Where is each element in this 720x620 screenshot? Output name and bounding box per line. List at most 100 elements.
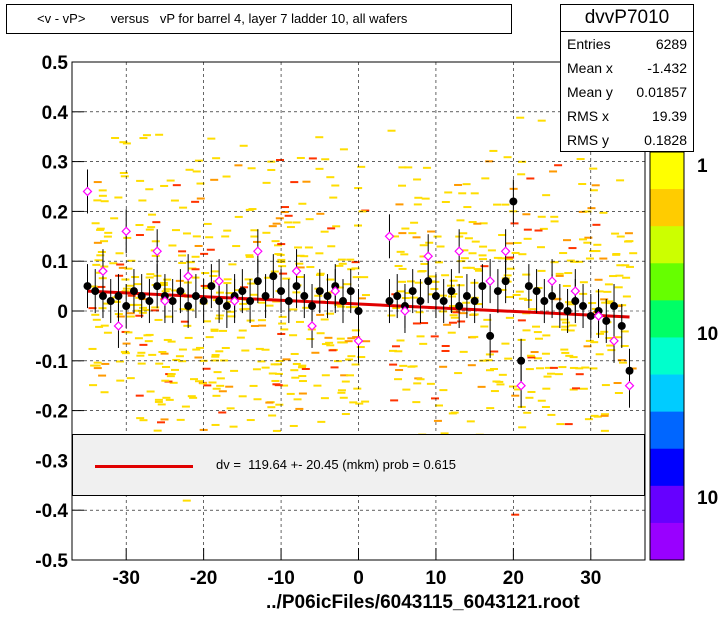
density-cell [458,192,467,195]
density-cell [474,303,483,306]
density-cell [420,262,429,265]
density-cell [528,308,537,311]
y-tick-label: 0.1 [42,252,69,273]
density-cell [129,303,138,306]
density-cell [466,266,475,269]
data-point-diamond [500,246,511,257]
density-cell [245,255,254,258]
stats-row-rms-x: RMS x 19.39 [561,104,693,128]
density-cell [444,191,453,194]
density-cell [613,382,622,385]
density-cell [394,264,403,267]
density-cell [456,219,465,222]
density-cell [255,347,264,350]
density-cell [433,419,442,422]
density-cell [298,202,307,205]
density-cell [88,347,97,350]
density-cell [315,252,324,255]
data-point [269,272,278,281]
density-cell [245,208,254,211]
density-cell [569,366,578,369]
density-cell [336,337,345,340]
density-cell [151,240,160,243]
density-cell [388,349,397,352]
data-point-diamond [384,231,395,242]
density-cell [157,403,166,406]
density-cell [575,367,584,370]
density-cell [100,240,109,243]
density-cell [95,325,104,328]
density-cell [357,297,366,300]
density-cell [621,264,630,267]
density-cell [205,236,214,239]
density-cell [575,260,584,263]
density-cell [550,261,559,264]
density-cell [337,341,346,344]
density-cell [304,246,313,249]
x-tick-label: -30 [112,568,139,589]
density-cell [568,247,577,250]
density-cell [466,420,475,423]
density-cell [257,319,266,322]
density-cell [200,252,209,255]
density-cell [215,314,224,317]
density-cell [562,321,571,324]
density-cell [252,368,261,371]
density-cell [559,252,568,255]
density-cell [238,395,247,398]
density-cell [456,284,465,287]
density-cell [517,338,526,341]
density-cell [419,255,428,258]
density-cell [115,274,124,277]
density-cell [223,278,232,281]
density-cell [326,344,335,347]
density-cell [189,396,198,399]
density-cell [124,331,133,334]
density-cell [501,203,510,206]
density-cell [583,241,592,244]
density-cell [175,279,184,282]
density-cell [506,256,515,259]
density-cell [486,407,495,410]
density-cell [275,217,284,220]
density-cell [211,423,220,426]
density-cell [569,356,578,359]
density-cell [427,230,436,233]
palette-swatch [650,226,684,264]
density-cell [320,318,329,321]
density-cell [223,282,232,285]
density-cell [474,269,483,272]
density-cell [593,415,602,418]
x-tick-label: -10 [267,568,294,589]
density-cell [490,367,499,370]
density-cell [490,390,499,393]
stats-value: 0.01857 [636,84,687,100]
density-cell [566,259,575,262]
stats-value: 19.39 [651,108,687,124]
density-cell [416,335,425,338]
density-cell [479,245,488,248]
density-cell [88,307,97,310]
density-cell [527,390,536,393]
density-cell [178,254,187,257]
density-cell [578,183,587,186]
density-cell [335,286,344,289]
data-point [277,287,286,296]
density-cell [406,280,415,283]
density-cell [590,341,599,344]
density-cell [91,313,100,316]
x-tick-label: -20 [190,568,217,589]
density-cell [511,251,520,254]
density-cell [161,290,170,293]
density-cell [191,200,200,203]
density-cell [484,359,493,362]
density-cell [93,361,102,364]
stats-row-rms-y: RMS y 0.1828 [561,128,693,152]
density-cell [344,340,353,343]
density-cell [109,262,118,265]
density-cell [537,215,546,218]
density-cell [331,184,340,187]
density-cell [431,280,440,283]
density-cell [606,302,615,305]
data-point-diamond [183,271,193,281]
